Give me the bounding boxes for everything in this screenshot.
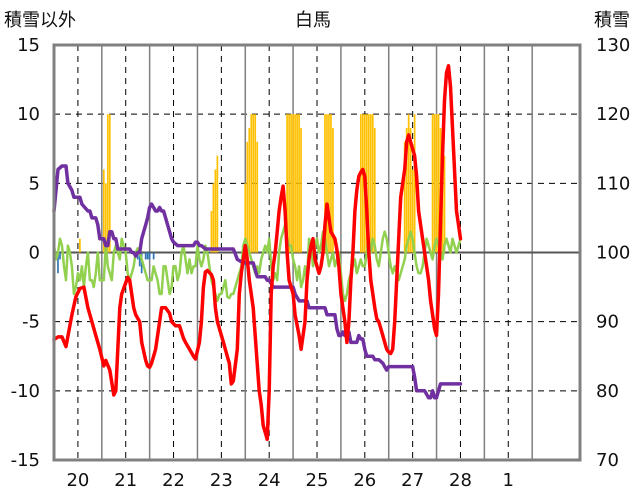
snowfall-bar-40: [409, 128, 412, 253]
left-axis-label: 積雪以外: [4, 10, 76, 31]
right-tick-4: 90: [596, 312, 619, 333]
snowfall-bar-3: [106, 114, 109, 253]
snowfall-bar-30: [361, 114, 364, 253]
right-tick-6: 70: [596, 450, 619, 471]
precip_negative-bar-1: [59, 252, 61, 260]
x-tick-1: 21: [114, 470, 137, 491]
snowfall-bar-33: [367, 114, 370, 253]
snowfall-bar-10: [246, 141, 249, 253]
snowfall-bar-35: [371, 114, 374, 253]
right-tick-0: 130: [596, 35, 630, 56]
snowfall-bar-14: [254, 114, 257, 253]
snowfall-bar-22: [298, 114, 300, 253]
precip_negative-bar-3: [138, 252, 141, 267]
left-tick-3: 0: [29, 243, 40, 264]
x-tick-8: 28: [449, 470, 472, 491]
precip_negative-bar-6: [146, 252, 149, 260]
snowfall-bar-43: [431, 114, 434, 253]
snowfall-bar-18: [290, 114, 292, 253]
snowfall-bar-42: [413, 114, 416, 253]
x-tick-9: 1: [503, 470, 514, 491]
snow_depth-line: [52, 164, 463, 400]
snowfall-bar-17: [288, 114, 290, 253]
x-tick-0: 20: [66, 470, 89, 491]
left-tick-5: -10: [11, 381, 40, 402]
snowfall-bar-38: [405, 128, 408, 253]
snowfall-bar-7: [214, 169, 217, 253]
left-tick-4: -5: [22, 312, 40, 333]
snowfall-bar-15: [256, 141, 259, 253]
series-layer: [52, 64, 463, 442]
x-tick-7: 27: [401, 470, 424, 491]
right-tick-1: 120: [596, 104, 630, 125]
snowfall-bar-12: [250, 114, 253, 253]
snowfall-bar-9: [244, 183, 247, 253]
temperature-line: [52, 64, 463, 442]
right-tick-2: 110: [596, 173, 630, 194]
x-tick-5: 25: [306, 470, 329, 491]
x-tick-2: 22: [162, 470, 185, 491]
precip_negative-bar-5: [144, 252, 147, 260]
ticks-layer: 15 10 5 0 -5 -10 -15 130 120 110 100 90 80 70 20 21 22 23…: [11, 35, 631, 491]
snowfall-bar-2: [104, 183, 107, 253]
snowfall-bar-45: [435, 114, 438, 253]
snowfall-bar-11: [248, 128, 251, 253]
plot-frame: [52, 43, 582, 462]
left-tick-1: 10: [17, 104, 40, 125]
snowfall-bar-46: [437, 114, 440, 253]
right-axis-label: 積雪: [594, 10, 630, 31]
snowfall-bar-16: [286, 114, 288, 253]
snowfall-bar-21: [296, 114, 298, 253]
snowfall-bar-8: [216, 155, 219, 253]
precip_negative-bar-8: [152, 252, 155, 260]
snowfall-bar-28: [332, 128, 334, 253]
snowfall-bar-13: [252, 114, 255, 253]
x-tick-3: 23: [210, 470, 233, 491]
precip_negative-bar-0: [57, 252, 59, 274]
snowfall-bar-23: [300, 128, 302, 253]
left-tick-2: 5: [29, 173, 40, 194]
snowfall-bar-5: [210, 211, 213, 253]
snowfall-bar-37: [403, 141, 406, 253]
left-tick-0: 15: [17, 35, 40, 56]
snowfall-bar-27: [330, 114, 332, 253]
precip_negative-bar-7: [148, 252, 151, 260]
snowfall-bar-1: [102, 169, 105, 253]
snowfall-bar-41: [411, 169, 414, 253]
snowfall-bar-44: [433, 114, 436, 253]
snowfall-bar-19: [292, 114, 294, 253]
right-tick-3: 100: [596, 243, 630, 264]
snowfall-bar-20: [294, 114, 296, 253]
snowfall-bar-25: [326, 114, 328, 253]
snowfall-bar-24: [324, 114, 326, 253]
snowfall-bar-49: [443, 155, 446, 253]
chart-title: 白馬: [295, 10, 331, 31]
snowfall-bar-6: [212, 183, 215, 253]
snowfall-bar-36: [373, 128, 376, 253]
x-tick-4: 24: [258, 470, 281, 491]
snowfall-bar-4: [108, 114, 111, 253]
snowfall-bar-0: [79, 238, 81, 253]
left-tick-6: -15: [11, 450, 40, 471]
x-tick-6: 26: [353, 470, 376, 491]
wind-line: [52, 223, 462, 303]
right-tick-5: 80: [596, 381, 619, 402]
snowfall-bar-26: [328, 114, 330, 253]
snowfall-bar-29: [359, 114, 362, 253]
snowfall-bar-34: [369, 114, 372, 253]
snowfall-bar-39: [407, 114, 410, 253]
